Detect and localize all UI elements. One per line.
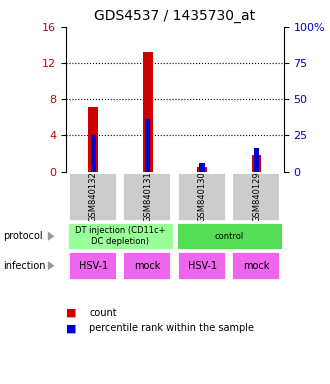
Text: protocol: protocol <box>3 231 43 241</box>
Text: count: count <box>89 308 117 318</box>
FancyBboxPatch shape <box>177 251 225 280</box>
FancyBboxPatch shape <box>231 251 280 280</box>
Bar <box>199 163 205 172</box>
Bar <box>90 136 96 172</box>
Bar <box>88 106 98 172</box>
FancyBboxPatch shape <box>68 251 116 280</box>
FancyBboxPatch shape <box>176 222 283 250</box>
FancyBboxPatch shape <box>122 172 171 221</box>
FancyBboxPatch shape <box>68 172 116 221</box>
Bar <box>197 167 207 172</box>
Text: GSM840130: GSM840130 <box>198 171 207 222</box>
Text: DT injection (CD11c+
DC depletion): DT injection (CD11c+ DC depletion) <box>75 227 166 246</box>
Bar <box>145 119 150 172</box>
Text: HSV-1: HSV-1 <box>187 261 217 271</box>
FancyBboxPatch shape <box>67 222 174 250</box>
Text: HSV-1: HSV-1 <box>79 261 108 271</box>
FancyBboxPatch shape <box>231 172 280 221</box>
FancyBboxPatch shape <box>122 251 171 280</box>
Text: control: control <box>215 232 244 241</box>
FancyBboxPatch shape <box>177 172 225 221</box>
Bar <box>252 156 261 172</box>
Text: ■: ■ <box>66 308 77 318</box>
Text: GSM840131: GSM840131 <box>143 171 152 222</box>
Text: GSM840129: GSM840129 <box>252 171 261 222</box>
Text: mock: mock <box>135 261 161 271</box>
Text: mock: mock <box>244 261 270 271</box>
Text: GSM840132: GSM840132 <box>89 171 98 222</box>
Bar <box>254 148 259 172</box>
Title: GDS4537 / 1435730_at: GDS4537 / 1435730_at <box>94 9 255 23</box>
Text: ■: ■ <box>66 323 77 333</box>
Bar <box>143 52 152 172</box>
Text: infection: infection <box>3 261 46 271</box>
Text: percentile rank within the sample: percentile rank within the sample <box>89 323 254 333</box>
